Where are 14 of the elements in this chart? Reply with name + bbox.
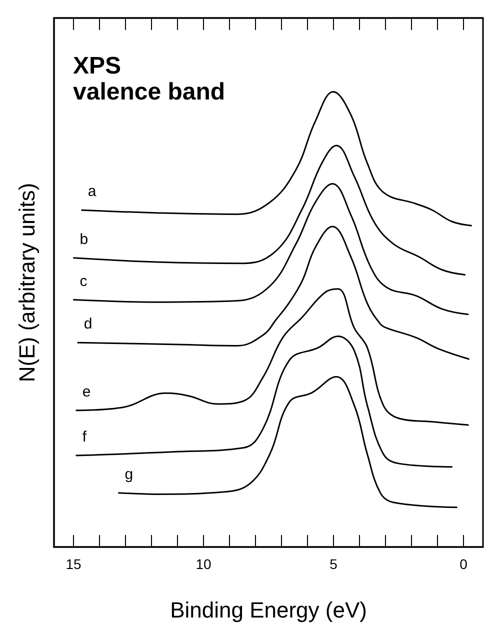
- series-label: b: [80, 230, 88, 248]
- series-label: f: [82, 428, 88, 446]
- x-tick-label: 0: [460, 556, 468, 572]
- series-label: c: [80, 272, 88, 290]
- chart-title: XPS valence band: [73, 52, 226, 106]
- x-tick-label: 10: [196, 556, 212, 572]
- y-axis-title: N(E) (arbitrary units): [14, 182, 40, 382]
- x-axis-title: Binding Energy (eV): [170, 598, 367, 622]
- series-label: g: [124, 466, 134, 483]
- series-label: a: [88, 183, 97, 200]
- series-label: e: [82, 383, 91, 400]
- series-label: d: [84, 316, 92, 333]
- x-tick-label: 5: [330, 556, 338, 572]
- x-tick-label: 15: [66, 556, 82, 572]
